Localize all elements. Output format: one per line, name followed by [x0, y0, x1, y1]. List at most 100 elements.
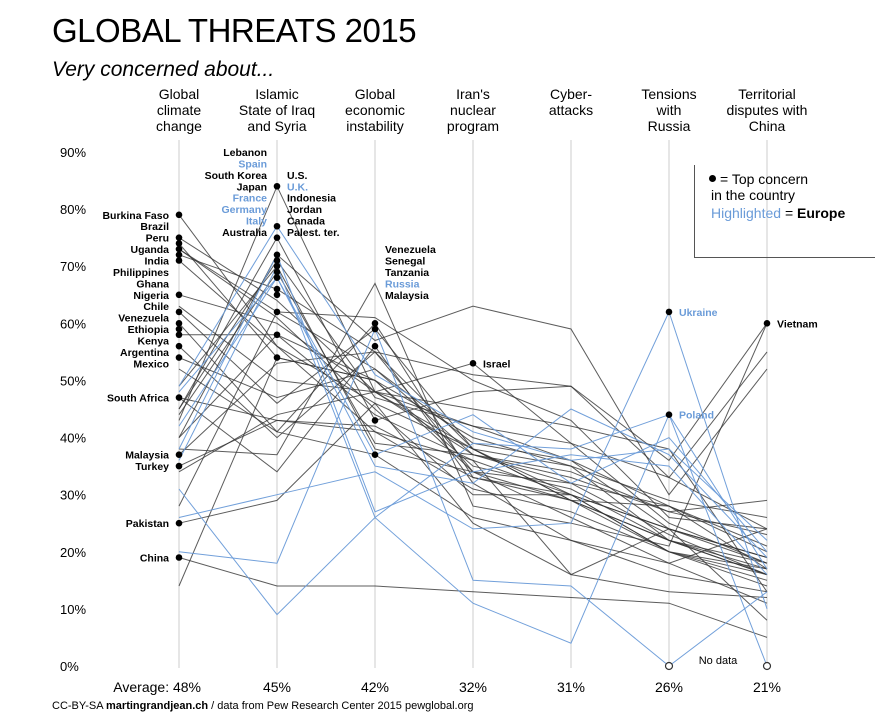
category-label-1: Islamic — [255, 86, 299, 102]
top-concern-dot — [175, 394, 183, 401]
top-concern-dot — [175, 251, 183, 259]
average-label-2: 42% — [361, 679, 389, 695]
country-label: Kenya — [137, 335, 169, 347]
top-concern-dot — [273, 331, 281, 339]
category-label-5: Tensions — [641, 86, 696, 102]
legend-equals: = — [781, 205, 798, 221]
top-concern-dot — [175, 240, 183, 247]
top-concern-dot — [273, 291, 281, 299]
no-data-marker — [664, 661, 674, 671]
top-concern-dot — [371, 417, 379, 424]
country-label: Poland — [679, 410, 714, 422]
country-label: Senegal — [385, 256, 425, 268]
country-label: South Korea — [205, 170, 268, 182]
no-data-label: No data — [699, 655, 738, 667]
top-concern-dot — [273, 354, 281, 361]
country-label: India — [144, 256, 169, 268]
y-tick-label: 10% — [60, 602, 86, 617]
category-label-6: China — [749, 118, 786, 134]
country-label: Jordan — [287, 204, 322, 216]
top-concern-dot — [273, 285, 281, 293]
top-concern-dot — [175, 257, 183, 264]
y-tick-label: 30% — [60, 488, 86, 503]
category-label-3: program — [447, 118, 499, 134]
average-label-4: 31% — [557, 679, 585, 695]
country-label: Japan — [237, 181, 267, 193]
top-concern-dot — [175, 554, 183, 561]
country-label: Israel — [483, 358, 511, 370]
legend-highlight-word: Highlighted — [711, 205, 782, 221]
footer-license: CC-BY-SA — [52, 700, 103, 712]
country-label: Indonesia — [287, 193, 336, 205]
category-label-2: Global — [355, 86, 395, 102]
top-concern-dot — [175, 320, 183, 327]
y-tick-label: 60% — [60, 316, 86, 331]
top-concern-dot — [469, 360, 477, 367]
legend-europe-word: Europe — [797, 205, 846, 221]
category-label-2: economic — [345, 102, 405, 118]
country-label: Chile — [143, 301, 169, 313]
country-label: Tanzania — [385, 267, 429, 279]
top-concern-dot — [175, 308, 183, 316]
country-label: Brazil — [140, 221, 169, 233]
top-concern-dot — [175, 325, 183, 333]
country-label: Pakistan — [126, 518, 169, 530]
country-label: Malaysia — [125, 450, 169, 462]
footer-site: martingrandjean.ch — [106, 700, 209, 712]
country-label: Ukraine — [679, 307, 718, 319]
country-label: Australia — [222, 227, 267, 239]
legend-highlight: Highlighted = Europe — [711, 205, 845, 221]
series-line — [178, 402, 768, 598]
country-label: France — [233, 193, 268, 205]
top-concern-dot — [763, 320, 771, 327]
country-label: Spain — [238, 158, 267, 170]
top-concern-dot — [371, 342, 379, 350]
top-concern-dot — [273, 274, 281, 281]
category-label-6: Territorial — [738, 86, 796, 102]
top-concern-dot — [175, 291, 183, 299]
top-concern-dot — [273, 234, 281, 241]
legend-dot-text: = Top concern — [720, 171, 809, 187]
y-tick-label: 70% — [60, 259, 86, 274]
top-concern-dot — [273, 268, 281, 276]
category-label-4: attacks — [549, 102, 593, 118]
top-concern-dot — [665, 308, 673, 316]
average-label-5: 26% — [655, 679, 683, 695]
country-label: Uganda — [130, 244, 169, 256]
y-tick-label: 20% — [60, 545, 86, 560]
country-label: U.S. — [287, 170, 308, 182]
category-label-3: nuclear — [450, 102, 496, 118]
top-concern-dot — [273, 182, 281, 190]
top-concern-dot — [175, 342, 183, 350]
country-label: Ethiopia — [128, 324, 170, 336]
country-label: Russia — [385, 278, 420, 290]
country-label: Germany — [221, 204, 267, 216]
category-label-4: Cyber- — [550, 86, 592, 102]
top-concern-dot — [175, 245, 183, 253]
country-label: Ghana — [136, 278, 169, 290]
dot-icon — [709, 174, 716, 182]
category-label-1: State of Iraq — [239, 102, 315, 118]
legend-line2: in the country — [711, 187, 796, 203]
country-label: Vietnam — [777, 318, 818, 330]
top-concern-dot — [273, 262, 281, 270]
category-label-1: and Syria — [247, 118, 306, 134]
series-line — [178, 322, 768, 570]
average-label-1: 45% — [263, 679, 291, 695]
series-line — [178, 282, 768, 547]
country-label: Italy — [246, 216, 267, 228]
y-tick-label: 50% — [60, 373, 86, 388]
y-tick-label: 0% — [60, 659, 79, 674]
no-data-marker — [762, 661, 772, 671]
top-concern-dot — [175, 234, 183, 241]
country-label: Philippines — [113, 267, 169, 279]
category-label-2: instability — [346, 118, 404, 134]
top-concern-dot — [371, 451, 379, 458]
country-label: Palest. ter. — [287, 227, 340, 239]
y-tick-label: 90% — [60, 145, 86, 160]
footer: CC-BY-SA martingrandjean.ch / data from … — [52, 700, 473, 712]
country-label: Venezuela — [118, 313, 169, 325]
top-concern-dot — [175, 462, 183, 470]
country-label: Turkey — [135, 461, 169, 473]
